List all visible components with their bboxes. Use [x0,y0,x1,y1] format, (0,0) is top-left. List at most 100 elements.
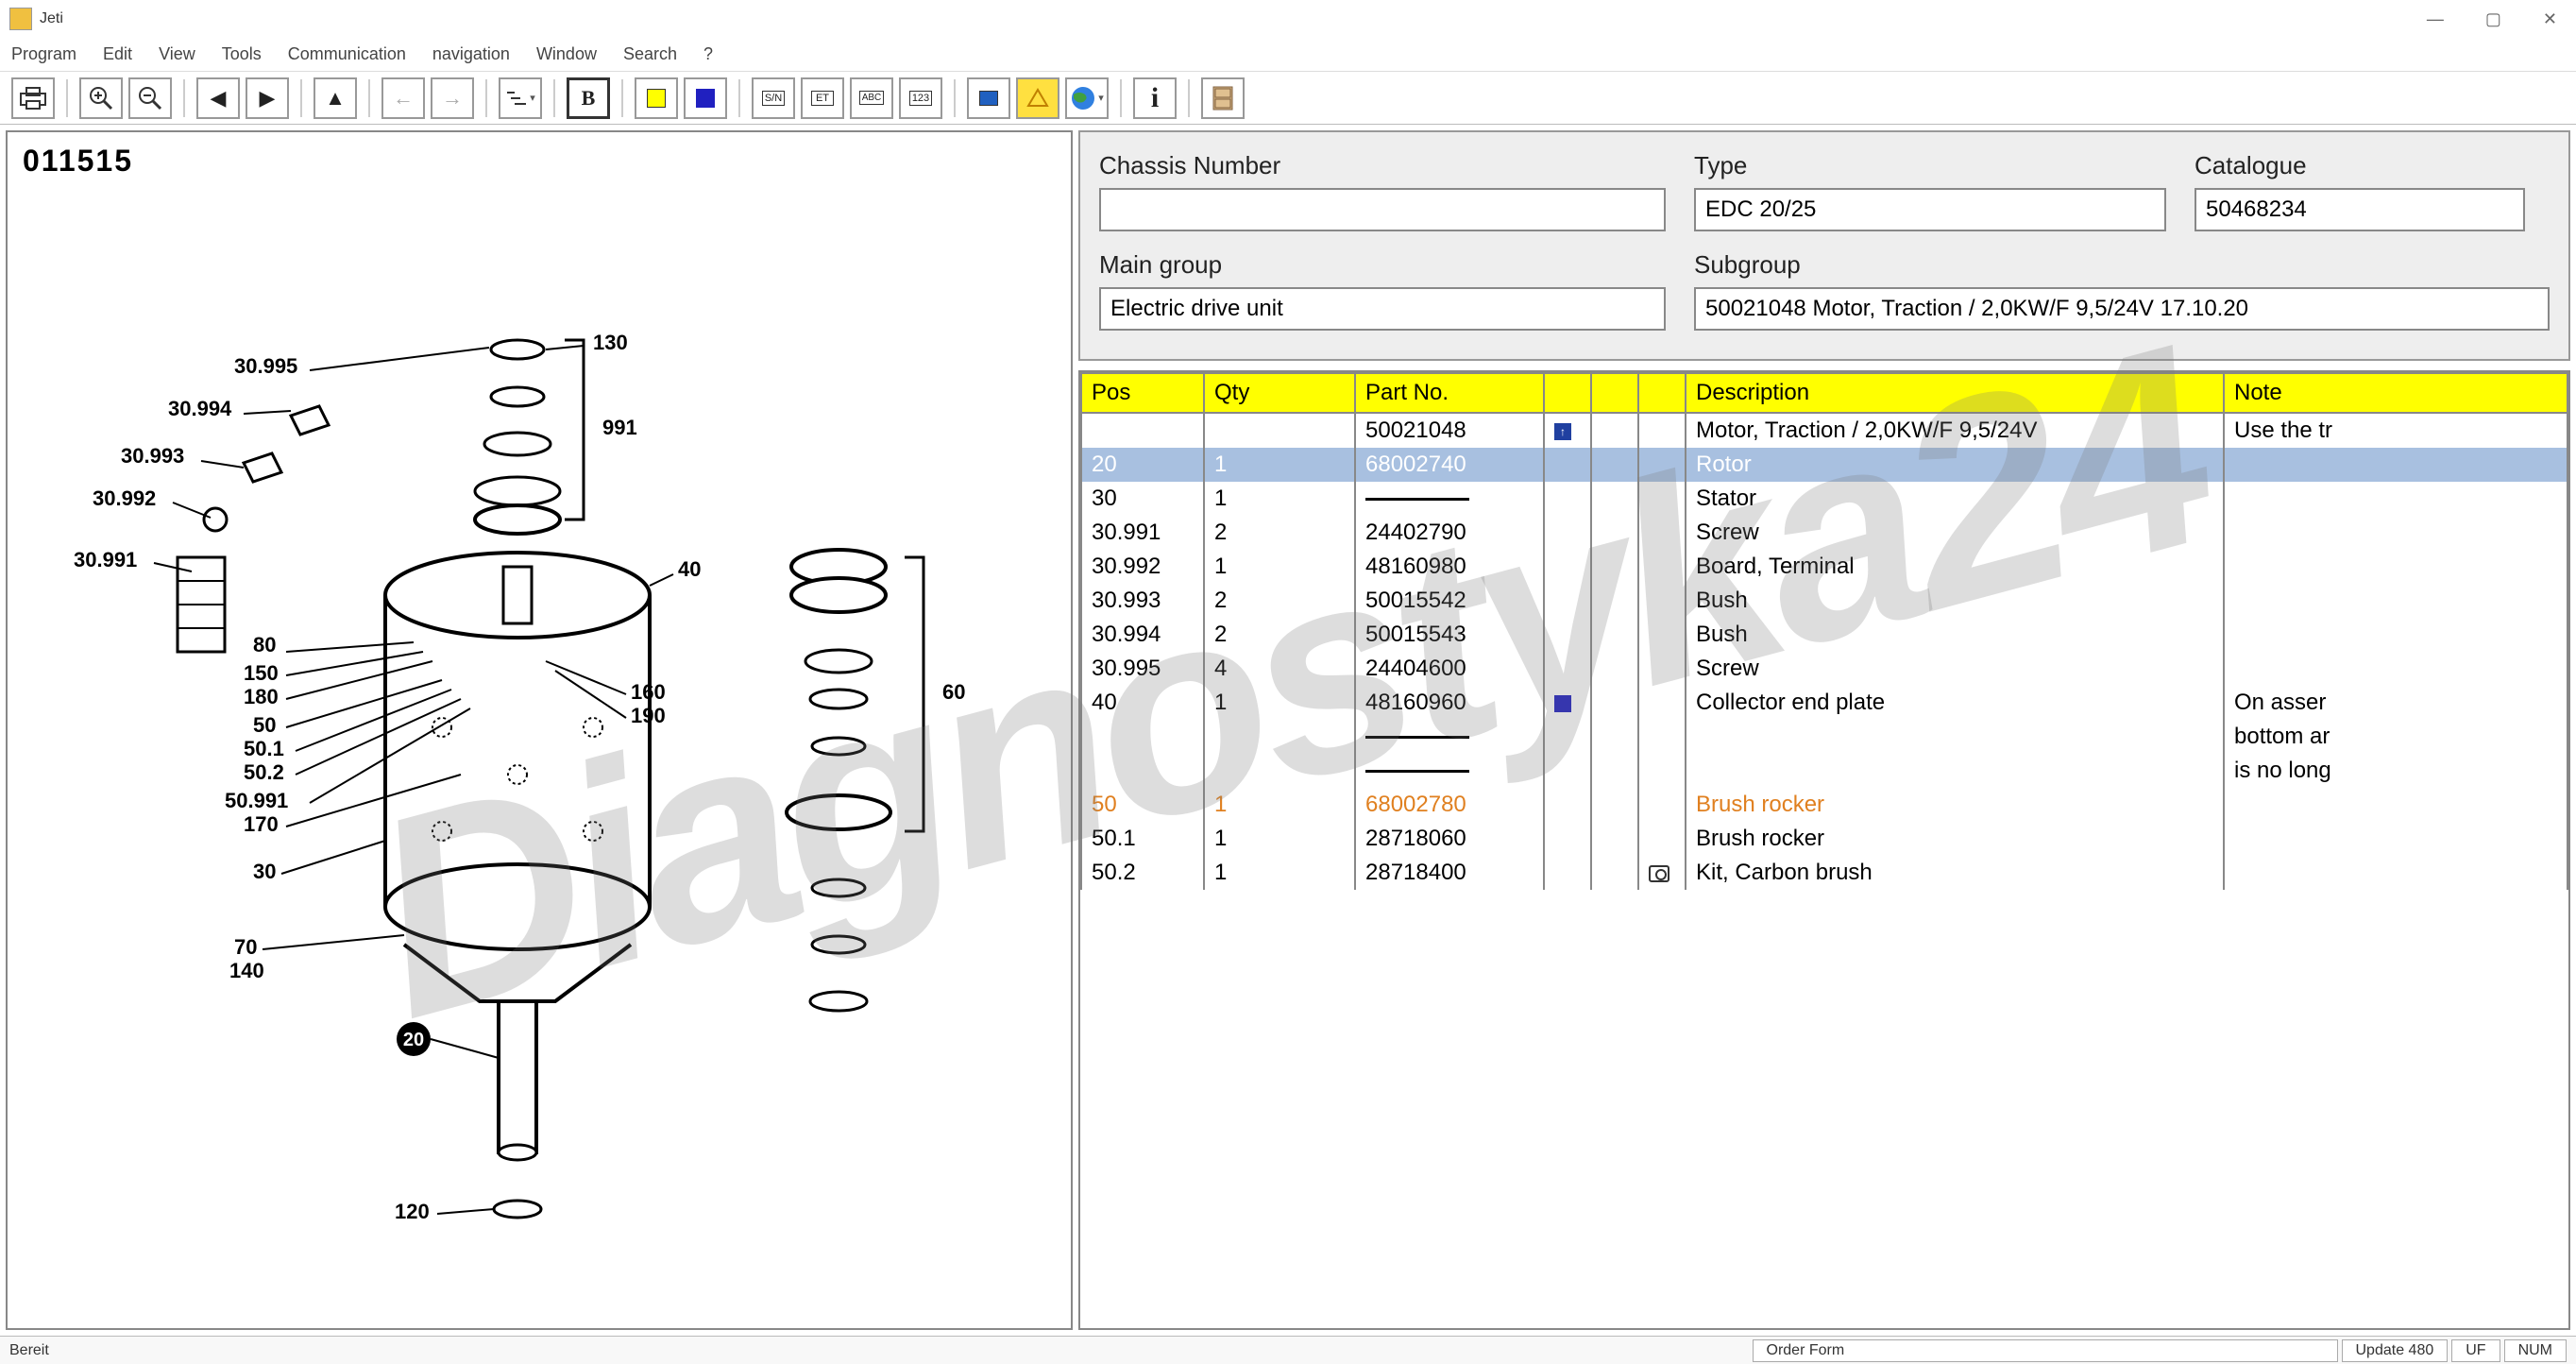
warning-button[interactable] [1016,77,1059,119]
menu-program[interactable]: Program [11,44,76,64]
minimize-button[interactable]: — [2417,6,2453,33]
cell-col5 [1591,550,1638,584]
cell-pos: 20 [1081,448,1204,482]
maximize-button[interactable]: ▢ [2476,6,2511,33]
cell-partno: 50015543 [1355,618,1544,652]
cell-marker [1544,856,1591,890]
cell-note [2224,788,2568,822]
table-row[interactable]: bottom ar [1081,720,2568,754]
table-row[interactable]: 30.994250015543Bush [1081,618,2568,652]
bold-button[interactable]: B [567,77,610,119]
cabinet-button[interactable] [1201,77,1245,119]
table-row[interactable]: 50.2128718400Kit, Carbon brush [1081,856,2568,890]
svg-text:180: 180 [244,685,279,708]
menu-edit[interactable]: Edit [103,44,132,64]
menubar: Program Edit View Tools Communication na… [0,38,2576,72]
cell-desc [1686,754,2224,788]
cell-desc [1686,720,2224,754]
header-col5[interactable] [1591,373,1638,413]
cell-desc: Screw [1686,652,2224,686]
cell-qty [1204,720,1355,754]
abc-button[interactable]: ABC [850,77,893,119]
back-button[interactable]: ← [381,77,425,119]
header-desc[interactable]: Description [1686,373,2224,413]
status-order-form[interactable]: Order Form [1753,1339,2338,1362]
table-row[interactable]: 30.992148160980Board, Terminal [1081,550,2568,584]
menu-help[interactable]: ? [703,44,713,64]
cell-desc: Motor, Traction / 2,0KW/F 9,5/24V [1686,413,2224,448]
table-row[interactable]: 50021048↑Motor, Traction / 2,0KW/F 9,5/2… [1081,413,2568,448]
cell-desc: Brush rocker [1686,822,2224,856]
header-pos[interactable]: Pos [1081,373,1204,413]
table-row[interactable]: 50.1128718060Brush rocker [1081,822,2568,856]
cell-desc: Bush [1686,584,2224,618]
up-button[interactable]: ▲ [314,77,357,119]
cell-partno [1355,482,1544,516]
print-button[interactable] [11,77,55,119]
cell-marker [1544,686,1591,720]
cell-marker [1544,482,1591,516]
type-value[interactable]: EDC 20/25 [1694,188,2166,231]
num-button[interactable]: 123 [899,77,942,119]
cell-note [2224,856,2568,890]
menu-tools[interactable]: Tools [222,44,262,64]
close-button[interactable]: ✕ [2534,6,2567,33]
table-row[interactable]: 20168002740Rotor [1081,448,2568,482]
yellow-button[interactable] [635,77,678,119]
table-row[interactable]: is no long [1081,754,2568,788]
et-button[interactable]: ET [801,77,844,119]
globe-button[interactable] [1065,77,1109,119]
cell-marker: ↑ [1544,413,1591,448]
header-note[interactable]: Note [2224,373,2568,413]
statusbar: Bereit Order Form Update 480 UF NUM [0,1336,2576,1364]
cell-col5 [1591,754,1638,788]
prev-button[interactable]: ◀ [196,77,240,119]
chassis-value[interactable] [1099,188,1666,231]
cell-marker [1544,584,1591,618]
header-partno[interactable]: Part No. [1355,373,1544,413]
cell-marker [1544,550,1591,584]
table-row[interactable]: 30.993250015542Bush [1081,584,2568,618]
svg-text:50.1: 50.1 [244,737,284,760]
table-row[interactable]: 40148160960Collector end plateOn asser [1081,686,2568,720]
flag-button[interactable] [967,77,1010,119]
cell-desc: Rotor [1686,448,2224,482]
cell-col6 [1638,788,1686,822]
header-qty[interactable]: Qty [1204,373,1355,413]
sn-button[interactable]: S/N [752,77,795,119]
menu-navigation[interactable]: navigation [432,44,510,64]
tree-button[interactable] [499,77,542,119]
blue-button[interactable] [684,77,727,119]
maingroup-value[interactable]: Electric drive unit [1099,287,1666,331]
info-button[interactable]: i [1133,77,1177,119]
cell-partno: 50015542 [1355,584,1544,618]
table-row[interactable]: 30.991224402790Screw [1081,516,2568,550]
cell-partno: 68002780 [1355,788,1544,822]
status-uf: UF [2451,1339,2500,1362]
cell-col5 [1591,482,1638,516]
table-row[interactable]: 30.995424404600Screw [1081,652,2568,686]
table-row[interactable]: 301Stator [1081,482,2568,516]
header-col4[interactable] [1544,373,1591,413]
cell-pos: 30.991 [1081,516,1204,550]
menu-view[interactable]: View [159,44,195,64]
cell-partno: 48160980 [1355,550,1544,584]
cell-col6 [1638,482,1686,516]
toolbar: ◀ ▶ ▲ ← → B S/N ET ABC 123 i [0,72,2576,125]
menu-window[interactable]: Window [536,44,597,64]
menu-search[interactable]: Search [623,44,677,64]
svg-text:70: 70 [234,935,257,959]
zoom-in-button[interactable] [79,77,123,119]
zoom-out-button[interactable] [128,77,172,119]
forward-button[interactable]: → [431,77,474,119]
svg-text:50: 50 [253,713,276,737]
next-button[interactable]: ▶ [246,77,289,119]
header-col6[interactable] [1638,373,1686,413]
subgroup-value[interactable]: 50021048 Motor, Traction / 2,0KW/F 9,5/2… [1694,287,2550,331]
svg-text:30.992: 30.992 [93,486,156,510]
cell-pos [1081,754,1204,788]
cell-partno [1355,720,1544,754]
catalogue-value[interactable]: 50468234 [2195,188,2525,231]
table-row[interactable]: 50168002780Brush rocker [1081,788,2568,822]
menu-communication[interactable]: Communication [288,44,406,64]
